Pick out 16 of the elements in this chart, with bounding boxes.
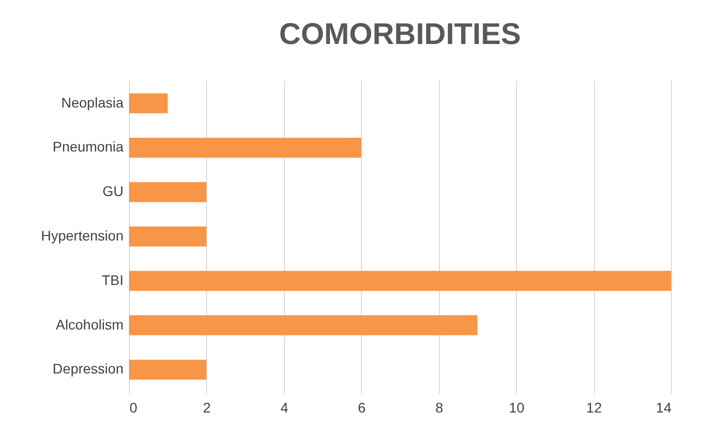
x-tick-label: 8 (435, 400, 444, 416)
y-tick-label: Pneumonia (52, 138, 124, 155)
y-tick-label: Neoplasia (61, 94, 124, 110)
y-tick-label: TBI (102, 272, 124, 288)
x-tick-label: 14 (656, 400, 672, 416)
x-tick-label: 2 (203, 400, 212, 416)
x-tick-label: 10 (508, 400, 525, 416)
y-tick-label: GU (102, 183, 124, 200)
x-tick-label: 0 (130, 400, 138, 416)
chart-title: COMORBIDITIES (279, 18, 521, 51)
x-tick-label: 4 (280, 400, 288, 416)
x-tick-label: 6 (358, 400, 366, 416)
y-tick-label: Alcoholism (56, 316, 124, 332)
y-tick-label: Depression (52, 360, 124, 377)
y-tick-label: Hypertension (41, 228, 124, 244)
x-tick-label: 12 (586, 400, 602, 416)
